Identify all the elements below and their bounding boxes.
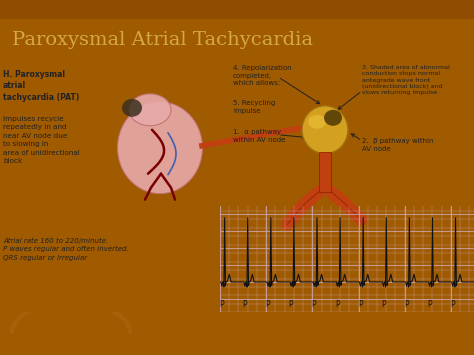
Ellipse shape [308,115,326,129]
Bar [319,152,331,192]
Text: P: P [312,300,316,309]
Text: P: P [381,300,385,309]
Text: 1.  α pathway
within AV node: 1. α pathway within AV node [233,129,285,142]
Text: P: P [335,300,339,309]
Bar [0,0,474,19]
Text: P: P [404,300,409,309]
Ellipse shape [129,94,171,126]
Text: P: P [427,300,432,309]
Ellipse shape [324,110,342,126]
Text: 2.  β pathway within
AV node: 2. β pathway within AV node [362,138,434,152]
Text: Impulses recycle
repeatedly in and
near AV node due
to slowing in
area of unidir: Impulses recycle repeatedly in and near … [3,116,80,164]
Text: H. Paroxysmal
atrial
tachycardia (PAT): H. Paroxysmal atrial tachycardia (PAT) [3,70,79,102]
Ellipse shape [302,106,348,154]
Text: 3. Shaded area of abnormal
conduction stops normal
antegrade wave front
(unidire: 3. Shaded area of abnormal conduction st… [362,65,450,95]
Text: P: P [358,300,363,309]
Text: Atrial rate 160 to 220/minute.
P waves regular and often inverted.
QRS regular o: Atrial rate 160 to 220/minute. P waves r… [3,237,129,261]
Text: 5. Recycling
impulse: 5. Recycling impulse [233,100,275,114]
Text: P: P [450,300,455,309]
Text: 4. Repolarization
completed,
which allows:: 4. Repolarization completed, which allow… [233,65,292,86]
Ellipse shape [122,99,142,117]
Ellipse shape [118,102,202,193]
Text: P: P [265,300,270,309]
Text: Paroxysmal Atrial Tachycardia: Paroxysmal Atrial Tachycardia [12,31,313,49]
Text: P: P [219,300,224,309]
Text: P: P [242,300,247,309]
Text: P: P [289,300,293,309]
